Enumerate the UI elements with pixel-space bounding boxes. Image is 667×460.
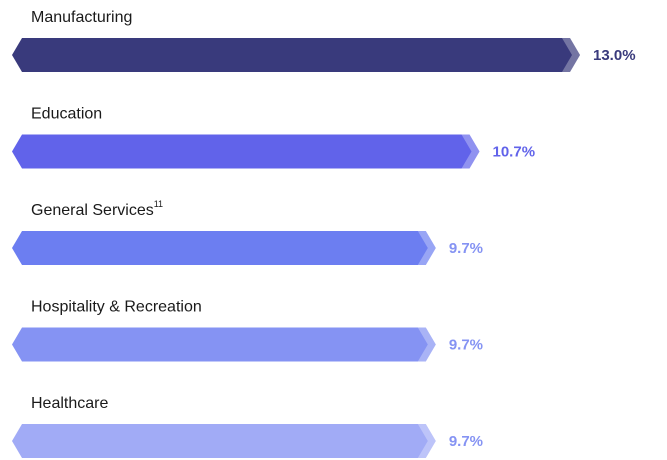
value-label: 9.7% (449, 433, 483, 450)
bar (12, 327, 436, 362)
value-label: 9.7% (449, 336, 483, 353)
bar (12, 424, 436, 458)
category-label: General Services11 (31, 199, 163, 219)
value-label: 10.7% (493, 143, 536, 160)
value-label: 13.0% (593, 47, 636, 64)
bar-body (12, 38, 580, 72)
bar-tip (461, 134, 480, 169)
bar-tip (417, 327, 436, 362)
category-label: Hospitality & Recreation (31, 299, 202, 316)
bar (12, 231, 436, 265)
bar-body (12, 327, 436, 362)
category-label: Healthcare (31, 395, 108, 412)
bar-body (12, 134, 480, 169)
bar-tip (562, 38, 580, 72)
category-name: Hospitality & Recreation (31, 299, 202, 316)
footnote-marker: 11 (154, 199, 163, 209)
category-label: Education (31, 106, 102, 123)
category-name: Manufacturing (31, 9, 132, 26)
bar (12, 38, 580, 72)
bar-tip (417, 231, 436, 265)
bar-body (12, 424, 436, 458)
bar-body (12, 231, 436, 265)
bar-tip (417, 424, 436, 458)
category-name: Healthcare (31, 395, 108, 412)
bar (12, 134, 480, 169)
category-label: Manufacturing (31, 9, 132, 26)
category-name: General Services (31, 202, 154, 219)
category-name: Education (31, 106, 102, 123)
value-label: 9.7% (449, 240, 483, 257)
